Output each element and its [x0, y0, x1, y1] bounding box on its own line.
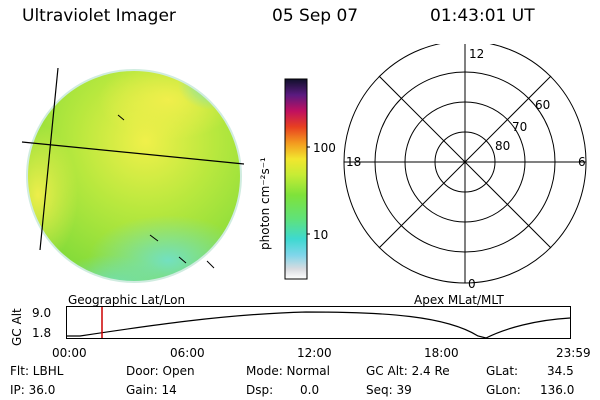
date-label: 05 Sep 07 — [272, 6, 359, 26]
altitude-timeline — [66, 306, 571, 339]
disk-edge — [26, 69, 242, 283]
timeline-xtick-1800: 18:00 — [424, 346, 459, 360]
polar-ring-label-60: 60 — [535, 98, 551, 112]
polar-label-0: 0 — [468, 277, 476, 291]
coastline-mark — [149, 234, 159, 242]
glon-value: 136.0 — [540, 383, 575, 397]
ip-info: IP: 36.0 — [10, 383, 56, 397]
timeline-ytick-high: 9.0 — [32, 306, 52, 320]
timeline-xtick-0600: 06:00 — [170, 346, 205, 360]
gc-alt-info: GC Alt: 2.4 Re — [366, 364, 450, 378]
door-info: Door: Open — [126, 364, 195, 378]
colorbar-tick-100: 100 — [313, 141, 336, 155]
colorbar-tick-10: 10 — [313, 228, 329, 242]
apex-caption: Apex MLat/MLT — [414, 293, 504, 307]
coastline-mark — [117, 114, 125, 121]
dsp-value: 0.0 — [300, 383, 320, 397]
coastline-mark — [178, 256, 187, 264]
altitude-curve — [66, 311, 571, 339]
gain-info: Gain: 14 — [126, 383, 177, 397]
mode-info: Mode: Normal — [246, 364, 330, 378]
polar-ring-label-80: 80 — [495, 139, 511, 153]
glon-label: GLon: — [486, 383, 521, 397]
uv-image-panel — [21, 67, 245, 283]
timeline-xtick-2359: 23:59 — [556, 346, 591, 360]
polar-label-6: 6 — [578, 155, 586, 169]
timeline-xtick-0000: 00:00 — [52, 346, 87, 360]
timeline-ylabel: GC Alt — [10, 308, 24, 346]
colorbar-unit-label: photon cm⁻²s⁻¹ — [258, 157, 272, 250]
glat-label: GLat: — [486, 364, 519, 378]
timeline-frame — [66, 306, 571, 339]
time-label: 01:43:01 UT — [430, 6, 535, 26]
longitude-line — [39, 67, 59, 251]
meridian-diag-2 — [378, 75, 552, 249]
polar-ring-label-70: 70 — [512, 120, 528, 134]
polar-label-12: 12 — [469, 47, 485, 61]
latitude-line — [21, 141, 245, 165]
geographic-caption: Geographic Lat/Lon — [68, 293, 186, 307]
filter-info: Flt: LBHL — [10, 364, 64, 378]
dsp-label: Dsp: — [246, 383, 274, 397]
app-title: Ultraviolet Imager — [22, 6, 176, 26]
glat-value: 34.5 — [547, 364, 574, 378]
coastline-mark — [206, 260, 215, 269]
colorbar — [284, 78, 310, 280]
polar-plot — [343, 44, 587, 284]
polar-label-18: 18 — [346, 155, 362, 169]
timeline-ytick-low: 1.8 — [32, 326, 52, 340]
seq-info: Seq: 39 — [366, 383, 412, 397]
auroral-disk — [27, 70, 241, 282]
timeline-xtick-1200: 12:00 — [297, 346, 332, 360]
